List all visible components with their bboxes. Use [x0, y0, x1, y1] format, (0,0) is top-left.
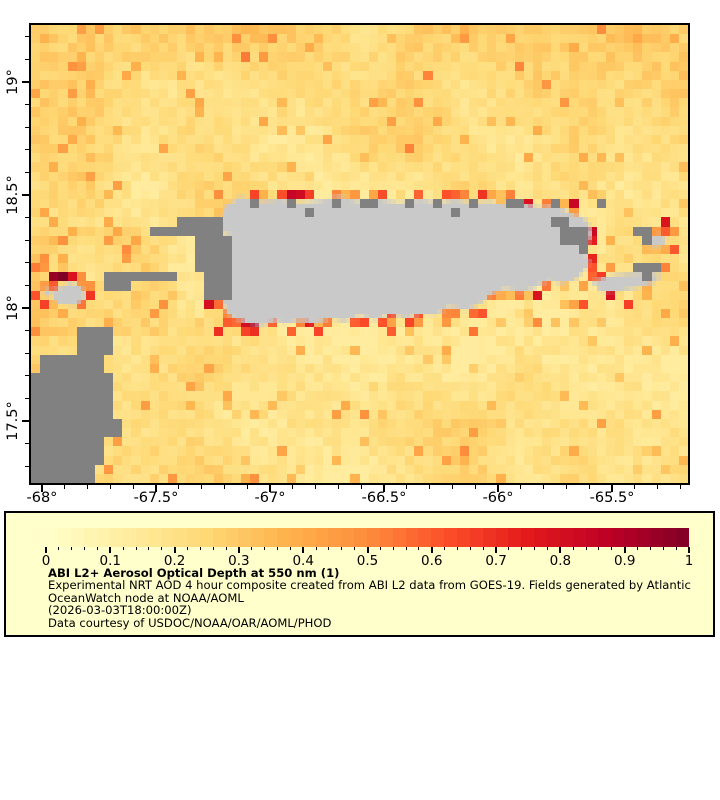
x-minor-tick — [246, 485, 248, 489]
x-axis-label: -66° — [482, 490, 514, 506]
y-major-tick — [22, 80, 29, 83]
x-minor-tick — [178, 485, 180, 489]
x-major-tick — [154, 485, 157, 492]
map-plot-frame — [29, 23, 690, 485]
legend-line: (2026-03-03T18:00:00Z) — [48, 603, 192, 618]
x-major-tick — [383, 485, 385, 492]
legend-title: ABI L2+ Aerosol Optical Depth at 550 nm … — [48, 566, 340, 580]
x-minor-tick — [657, 485, 659, 489]
y-axis-label-box: 17.5° — [2, 389, 24, 453]
x-major-tick — [40, 485, 43, 492]
x-minor-tick — [337, 485, 339, 489]
x-minor-tick — [543, 485, 545, 489]
x-minor-tick — [64, 485, 66, 489]
y-major-tick — [22, 420, 29, 423]
y-axis-label-box: 18° — [2, 276, 24, 340]
legend-line: OceanWatch node at NOAA/AOML — [48, 590, 244, 605]
x-minor-tick — [588, 485, 590, 489]
x-minor-tick — [223, 485, 225, 489]
x-minor-tick — [451, 485, 453, 489]
x-minor-tick — [406, 485, 408, 489]
y-axis-label: 17.5° — [5, 401, 22, 441]
y-axis-label: 18.5° — [5, 175, 22, 215]
x-major-tick — [611, 485, 614, 492]
aod-map-canvas — [31, 25, 688, 483]
x-axis-label: -68° — [26, 490, 58, 506]
x-minor-tick — [474, 485, 476, 489]
y-axis-label: 19° — [5, 69, 22, 95]
x-minor-tick — [360, 485, 362, 489]
legend-line: Data courtesy of USDOC/NOAA/OAR/AOML/PHO… — [48, 615, 332, 630]
y-axis-label-box: 18.5° — [2, 163, 24, 227]
x-minor-tick — [429, 485, 431, 489]
x-minor-tick — [132, 485, 134, 489]
y-major-tick — [22, 307, 29, 310]
colorbar — [46, 528, 689, 547]
x-minor-tick — [292, 485, 294, 489]
x-minor-tick — [109, 485, 111, 489]
x-minor-tick — [565, 485, 567, 489]
x-major-tick — [268, 485, 271, 492]
x-axis-label: -67° — [254, 490, 286, 506]
x-major-tick — [497, 485, 500, 492]
x-minor-tick — [520, 485, 522, 489]
y-axis-label: 18° — [5, 295, 22, 321]
x-axis-label: -66.5° — [361, 490, 407, 506]
x-minor-tick — [87, 485, 89, 489]
x-axis-label: -65.5° — [589, 490, 635, 506]
y-axis-label-box: 19° — [2, 50, 24, 114]
legend-text-block: ABI L2+ Aerosol Optical Depth at 550 nm … — [48, 567, 708, 629]
x-minor-tick — [679, 485, 681, 489]
y-major-tick — [22, 193, 29, 196]
x-axis-label: -67.5° — [133, 490, 179, 506]
x-minor-tick — [315, 485, 317, 489]
legend-line: Experimental NRT AOD 4 hour composite cr… — [48, 578, 691, 593]
x-minor-tick — [201, 485, 203, 489]
x-minor-tick — [634, 485, 636, 489]
